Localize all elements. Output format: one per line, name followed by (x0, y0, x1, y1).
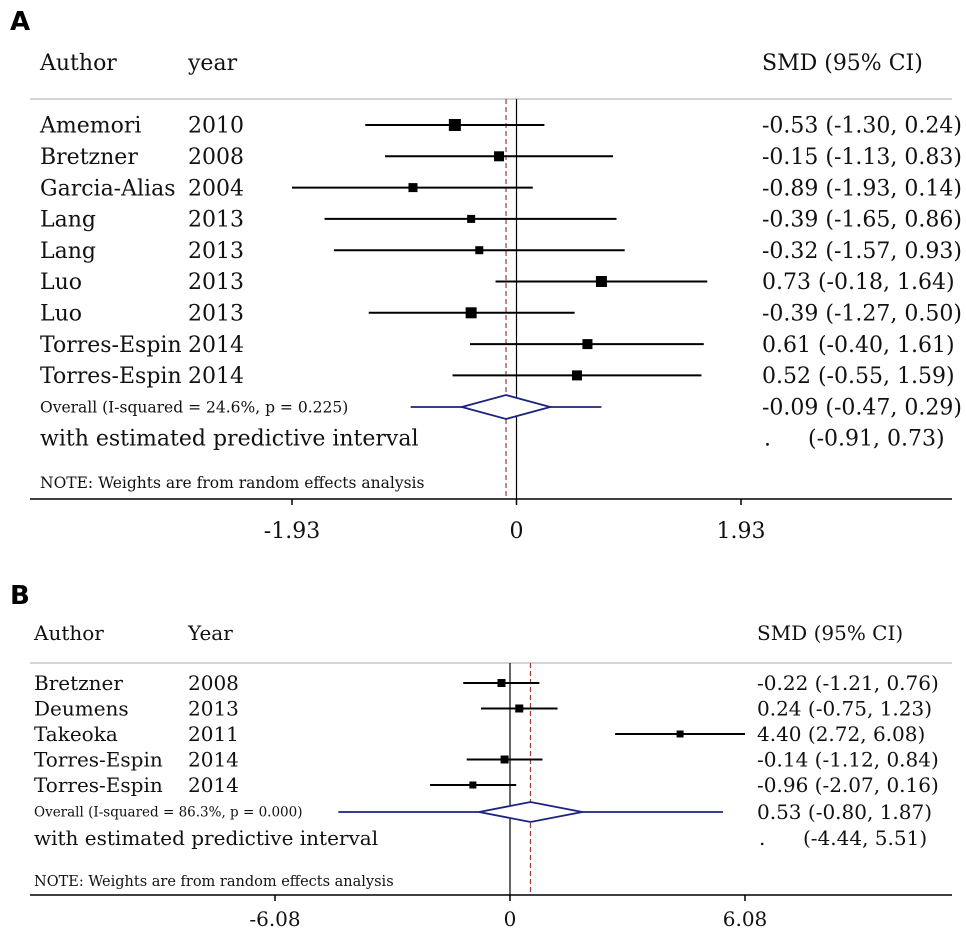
study-year: 2010 (188, 114, 244, 139)
study-effect-marker (465, 307, 477, 319)
predictive-interval-dot: . (759, 826, 765, 850)
study-year: 2008 (188, 671, 239, 695)
study-author: Takeoka (34, 722, 118, 746)
study-year: 2014 (188, 364, 244, 389)
study-effect-label: -0.53 (-1.30, 0.24) (762, 114, 962, 139)
study-effect-label: -0.32 (-1.57, 0.93) (762, 239, 962, 264)
study-effect-label: 0.73 (-0.18, 1.64) (762, 270, 955, 295)
study-effect-marker (497, 679, 506, 687)
study-author: Deumens (34, 697, 129, 721)
overall-heterogeneity-text: Overall (I-squared = 24.6%, p = 0.225) (40, 398, 348, 416)
study-author: Lang (40, 208, 96, 233)
author-column-header: Author (39, 51, 117, 76)
weights-note: NOTE: Weights are from random effects an… (34, 874, 394, 890)
x-axis-tick-label: 0 (504, 907, 517, 930)
study-effect-marker (469, 781, 477, 789)
study-year: 2013 (188, 697, 239, 721)
x-axis-tick-label: -1.93 (264, 519, 320, 544)
study-author: Torres-Espin (34, 748, 163, 772)
predictive-interval-text: with estimated predictive interval (34, 826, 378, 850)
effect-column-header: SMD (95% CI) (757, 621, 903, 645)
study-year: 2013 (188, 270, 244, 295)
study-author: Torres-Espin (40, 333, 182, 358)
study-author: Bretzner (40, 145, 138, 170)
x-axis-tick-label: 0 (510, 519, 524, 544)
study-year: 2004 (188, 176, 244, 201)
study-effect-marker (467, 214, 476, 223)
year-column-header: year (187, 51, 238, 76)
study-year: 2013 (188, 239, 244, 264)
study-effect-label: -0.96 (-2.07, 0.16) (757, 773, 939, 797)
study-effect-label: -0.15 (-1.13, 0.83) (762, 145, 962, 170)
study-author: Amemori (39, 114, 141, 139)
study-author: Luo (40, 270, 82, 295)
study-effect-marker (448, 119, 461, 131)
study-effect-label: -0.89 (-1.93, 0.14) (762, 176, 962, 201)
study-effect-marker (571, 370, 582, 381)
study-effect-marker (475, 246, 484, 255)
study-effect-marker (595, 276, 607, 287)
study-author: Torres-Espin (40, 364, 182, 389)
study-effect-marker (500, 755, 509, 764)
overall-effect-diamond (478, 801, 583, 823)
study-effect-label: 0.52 (-0.55, 1.59) (762, 364, 955, 389)
year-column-header: Year (187, 621, 233, 645)
study-effect-label: 4.40 (2.72, 6.08) (757, 722, 925, 746)
study-author: Luo (40, 302, 82, 327)
study-effect-label: 0.24 (-0.75, 1.23) (757, 697, 932, 721)
panel-letter: B (10, 581, 30, 611)
study-effect-marker (408, 183, 418, 193)
study-year: 2013 (188, 208, 244, 233)
study-effect-label: -0.39 (-1.27, 0.50) (762, 302, 962, 327)
study-year: 2014 (188, 773, 239, 797)
study-effect-marker (582, 339, 593, 350)
study-author: Bretzner (34, 671, 123, 695)
overall-effect-label: 0.53 (-0.80, 1.87) (757, 800, 932, 824)
x-axis-tick-label: 1.93 (717, 519, 766, 544)
study-effect-marker (515, 704, 524, 713)
study-year: 2011 (188, 722, 239, 746)
study-author: Garcia-Alias (40, 176, 175, 201)
forest-panel-a: A Author year SMD (95% CI) Amemori 2010 -0.53 … (10, 7, 962, 544)
study-effect-marker (494, 151, 505, 162)
x-axis-tick-label: -6.08 (249, 907, 300, 930)
study-effect-label: -0.39 (-1.65, 0.86) (762, 208, 962, 233)
panel-letter: A (10, 7, 30, 37)
overall-heterogeneity-text: Overall (I-squared = 86.3%, p = 0.000) (34, 805, 302, 821)
study-effect-marker (676, 730, 684, 738)
study-effect-label: -0.14 (-1.12, 0.84) (757, 748, 939, 772)
study-effect-label: 0.61 (-0.40, 1.61) (762, 333, 955, 358)
predictive-interval-label: (-4.44, 5.51) (803, 826, 927, 850)
weights-note: NOTE: Weights are from random effects an… (40, 474, 424, 492)
overall-effect-diamond (458, 394, 554, 420)
predictive-interval-label: (-0.91, 0.73) (808, 427, 945, 452)
effect-column-header: SMD (95% CI) (762, 51, 923, 76)
study-year: 2014 (188, 748, 239, 772)
predictive-interval-dot: . (764, 427, 771, 452)
author-column-header: Author (33, 621, 104, 645)
study-author: Lang (40, 239, 96, 264)
study-effect-label: -0.22 (-1.21, 0.76) (757, 671, 939, 695)
x-axis-tick-label: 6.08 (723, 907, 768, 930)
study-year: 2008 (188, 145, 244, 170)
study-author: Torres-Espin (34, 773, 163, 797)
overall-effect-label: -0.09 (-0.47, 0.29) (762, 396, 962, 421)
predictive-interval-text: with estimated predictive interval (40, 427, 419, 452)
study-year: 2013 (188, 302, 244, 327)
study-year: 2014 (188, 333, 244, 358)
